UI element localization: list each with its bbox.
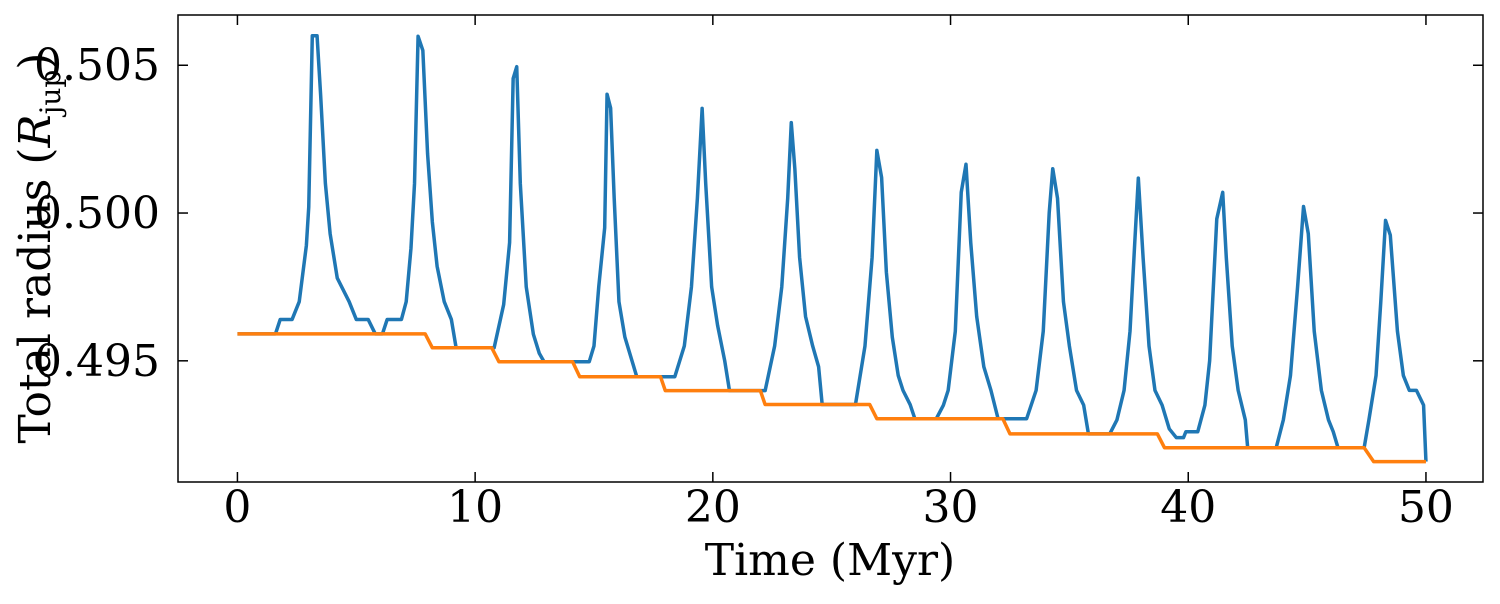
y-label-close: ) (10, 53, 61, 70)
x-axis-label: Time (Myr) (705, 535, 955, 586)
y-label-subscript: jup (34, 70, 67, 118)
x-tick-label: 50 (1398, 482, 1454, 533)
y-tick-label: 0.505 (34, 40, 160, 91)
plot-lines (237, 33, 1428, 464)
y-tick-label: 0.500 (34, 188, 160, 239)
x-tick-label: 40 (1160, 482, 1216, 533)
y-axis-label: Total radius (Rjup) (10, 53, 67, 444)
x-tick-label: 0 (223, 482, 251, 533)
x-tick-label: 20 (685, 482, 741, 533)
series-line (237, 332, 1426, 464)
series-line (237, 33, 1428, 462)
plot-frame (177, 14, 1484, 483)
x-tick-label: 30 (923, 482, 979, 533)
y-label-symbol: R (10, 114, 61, 148)
y-label-text: Total radius ( (10, 147, 61, 443)
x-tick-label: 10 (447, 482, 503, 533)
y-tick-label: 0.495 (34, 336, 160, 387)
